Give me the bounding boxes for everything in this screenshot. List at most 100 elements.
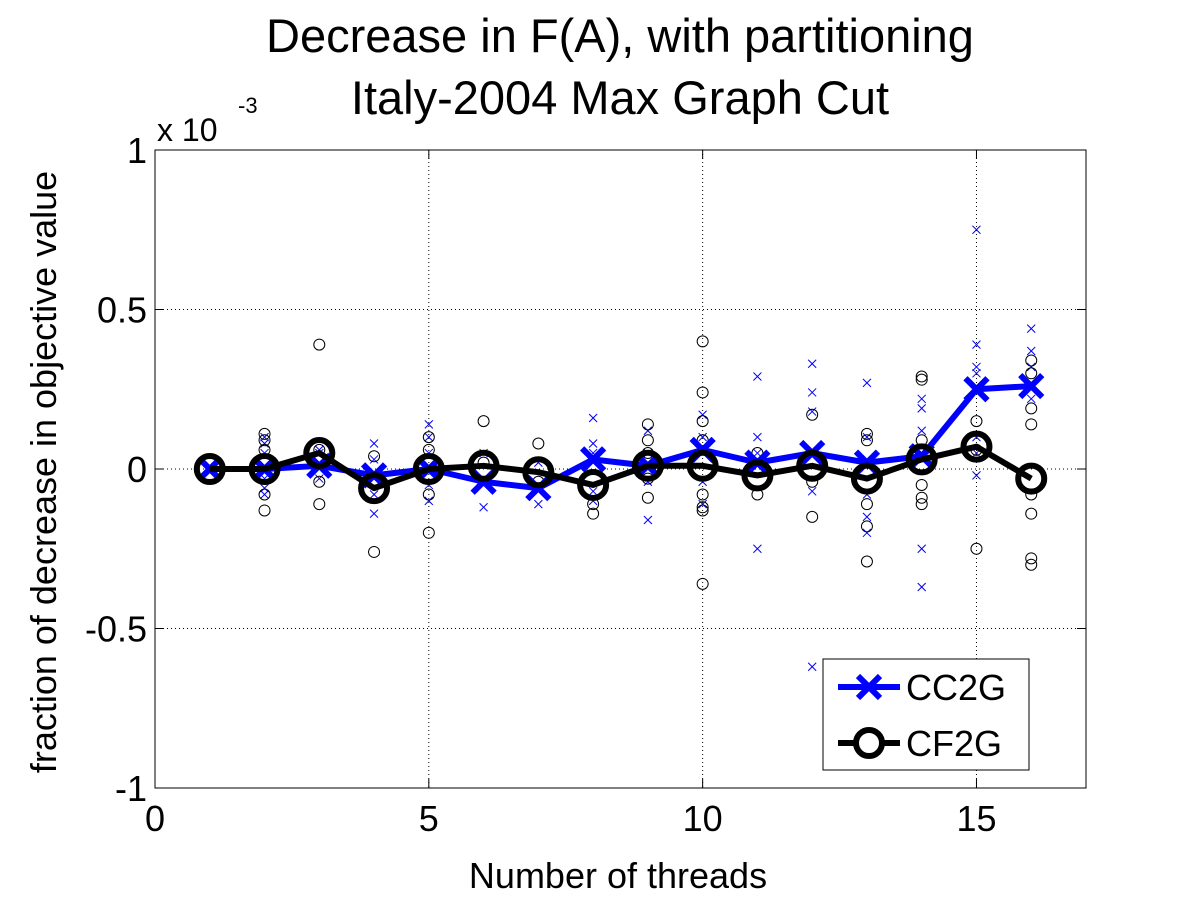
scatter-point-cf2g: [1025, 507, 1038, 520]
chart-title: Decrease in F(A), with partitioning: [266, 9, 974, 62]
scatter-point-cf2g: [368, 450, 381, 463]
scatter-point-cf2g: [1025, 367, 1038, 380]
scatter-point-cc2g: [807, 486, 817, 496]
scatter-point-cf2g: [915, 373, 928, 386]
scatter-point-cf2g: [1025, 402, 1038, 415]
x-axis-label: Number of threads: [469, 855, 767, 896]
scatter-point-cc2g: [260, 432, 269, 442]
scatter-point-cc2g: [369, 455, 379, 464]
scatter-point-cc2g: [807, 662, 817, 672]
scatter-point-cf2g: [368, 545, 381, 558]
series-line-cf2g: [209, 443, 1033, 492]
scatter-point-cc2g: [424, 419, 434, 429]
data-point-cf2g: [686, 449, 719, 482]
scatter-point-cc2g: [643, 515, 653, 525]
scatter-point-cf2g: [860, 498, 873, 511]
data-point-cc2g: [963, 376, 990, 403]
scatter-point-cc2g: [369, 439, 379, 448]
x-tick-label: 15: [956, 798, 996, 839]
scatter-point-cf2g: [696, 415, 709, 428]
scatter-point-cc2g: [643, 426, 653, 436]
scatter-point-cc2g: [698, 432, 708, 442]
data-point-cf2g: [577, 468, 610, 501]
scatter-point-cf2g: [860, 520, 873, 533]
scatter-point-cc2g: [972, 362, 981, 372]
scatter-point-cc2g: [479, 502, 488, 512]
scatter-point-cc2g: [862, 512, 872, 522]
scatter-point-cc2g: [260, 439, 269, 448]
data-point-cf2g: [960, 430, 993, 463]
data-point-cf2g: [248, 453, 281, 485]
scatter-point-cf2g: [313, 475, 326, 488]
legend-label-cc2g: CC2G: [906, 667, 1006, 708]
scatter-point-cc2g: [862, 378, 872, 388]
scatter-point-cf2g: [258, 488, 271, 501]
legend: CC2G CF2G: [822, 658, 1030, 771]
scatter-point-cf2g: [532, 437, 545, 450]
x-tick-label: 0: [145, 798, 165, 839]
scatter-point-cf2g: [696, 577, 709, 590]
scatter-point-cc2g: [972, 368, 981, 378]
scatter-point-cf2g: [587, 507, 600, 520]
scatter-point-cf2g: [860, 434, 873, 447]
scatter-point-cc2g: [369, 509, 379, 519]
scatter-point-cc2g: [424, 432, 434, 442]
scatter-point-cc2g: [807, 388, 817, 397]
scatter-point-cf2g: [696, 504, 709, 517]
chart-subtitle: Italy-2004 Max Graph Cut: [351, 71, 889, 124]
scatter-point-cc2g: [917, 582, 927, 592]
y-tick-label: 0: [127, 449, 147, 490]
scatter-point-cc2g: [1026, 346, 1036, 356]
scatter-point-cc2g: [533, 499, 543, 509]
scatter-point-cc2g: [753, 372, 762, 381]
scatter-point-cc2g: [588, 439, 598, 448]
scatter-point-cf2g: [806, 510, 819, 523]
scatter-point-cf2g: [1025, 354, 1038, 367]
data-point-cf2g: [522, 456, 555, 489]
scatter-point-cc2g: [260, 490, 269, 499]
scatter-point-cc2g: [917, 544, 927, 554]
data-point-cf2g: [303, 437, 336, 470]
y-tick-label: 1: [127, 130, 147, 171]
legend-marker-cf2g: [853, 727, 885, 759]
data-point-cf2g: [1015, 462, 1048, 495]
scatter-point-cf2g: [313, 338, 326, 351]
data-point-cf2g: [412, 453, 445, 485]
scatter-point-cc2g: [807, 407, 817, 416]
scatter-point-cf2g: [258, 504, 271, 517]
scatter-point-cf2g: [860, 555, 873, 568]
scatter-point-cf2g: [1025, 418, 1038, 431]
scatter-point-cf2g: [258, 434, 271, 447]
scatter-point-cc2g: [424, 496, 434, 506]
data-point-cc2g: [1018, 372, 1045, 400]
series-lines: [193, 372, 1048, 505]
scatter-point-cc2g: [1026, 324, 1036, 333]
y-tick-label: 0.5: [97, 290, 147, 331]
scatter-point-cf2g: [258, 427, 271, 440]
scatter-point-cf2g: [1025, 552, 1038, 565]
scatter-point-cf2g: [915, 478, 928, 491]
scatter-point-cc2g: [369, 490, 379, 499]
data-point-cf2g: [631, 449, 664, 482]
data-point-cf2g: [467, 449, 500, 482]
data-point-cf2g: [905, 443, 938, 476]
scatter-point-cf2g: [477, 415, 490, 428]
scatter-point-cf2g: [641, 491, 654, 504]
scatter-point-cc2g: [972, 225, 981, 235]
scatter-point-cf2g: [422, 488, 435, 501]
scatter-point-cf2g: [970, 542, 983, 555]
scatter-point-cf2g: [915, 491, 928, 504]
scatter-point-cf2g: [313, 498, 326, 511]
data-point-cf2g: [850, 462, 883, 495]
scatter-point-cc2g: [917, 426, 927, 436]
scatter-point-cf2g: [696, 386, 709, 399]
y-tick-label: -0.5: [85, 609, 147, 650]
scatter-point-cf2g: [970, 415, 983, 428]
scatter-point-cf2g: [696, 335, 709, 348]
scatter-point-cf2g: [696, 488, 709, 501]
scatter-point-cc2g: [807, 359, 817, 369]
y-exponent-base: x 10: [157, 112, 217, 148]
axis-ticks: 0 5 10 15 -1 -0.5 0 0.5 1: [85, 130, 1086, 839]
y-tick-label: -1: [115, 768, 147, 809]
